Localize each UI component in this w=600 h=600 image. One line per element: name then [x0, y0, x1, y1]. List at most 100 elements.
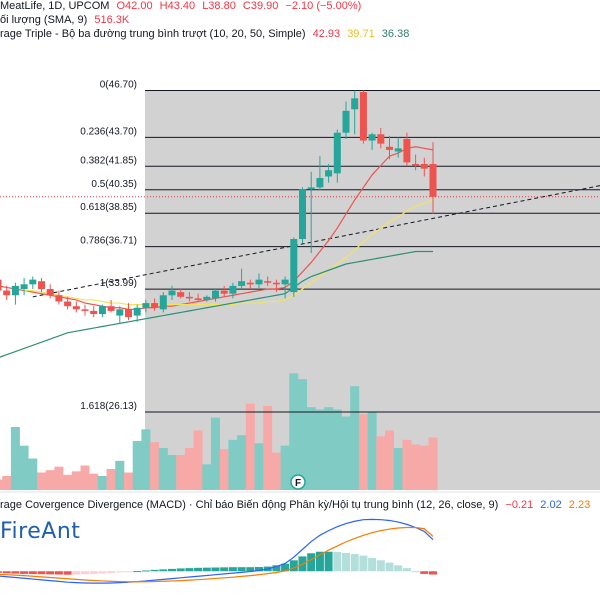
volume-bar: [115, 460, 125, 490]
candle-body: [159, 295, 167, 310]
volume-bar: [263, 406, 273, 490]
macd-line-value: 2.02: [540, 499, 562, 511]
volume-bar: [385, 430, 394, 490]
volume-bar: [97, 476, 107, 490]
ma10-value: 42.93: [312, 28, 341, 40]
macd-histogram-bar: [124, 571, 133, 573]
macd-histogram-bar: [255, 567, 263, 572]
macd-histogram-bar: [0, 571, 2, 573]
volume-bar: [324, 407, 334, 490]
candle-body: [272, 282, 280, 285]
candle-body: [29, 279, 37, 285]
macd-histogram-bar: [220, 567, 229, 572]
candle-body: [46, 289, 54, 296]
volume-bar: [0, 479, 3, 490]
macd-histogram-bar: [202, 567, 211, 572]
macd-histogram-bar: [98, 571, 107, 574]
candle-body: [420, 163, 428, 169]
candle-body: [386, 146, 393, 150]
open-value: O42.00: [116, 0, 153, 12]
macd-histogram-bar: [194, 567, 203, 572]
macd-histogram-bar: [63, 571, 72, 575]
volume-bar: [350, 386, 360, 490]
header-ohlc: MeatLife, 1D, UPCOM O42.00 H43.40 L38.80…: [0, 0, 365, 12]
candle-body: [394, 148, 402, 152]
volume-bar: [358, 414, 368, 490]
fib-label: 0.786(36.71): [80, 236, 137, 247]
volume-bar: [89, 473, 99, 490]
candle-body: [255, 279, 263, 285]
macd-histogram-bar: [246, 567, 255, 572]
symbol-name: MeatLife, 1D, UPCOM: [0, 0, 110, 12]
volume-bar: [428, 437, 438, 490]
candle-body: [90, 310, 98, 315]
candle-body: [220, 290, 228, 294]
candle-body: [116, 309, 124, 316]
candle-body: [107, 306, 115, 311]
event-marker-icon: [290, 474, 306, 490]
volume-bar: [280, 445, 290, 490]
macd-signal-line: [0, 526, 434, 583]
macd-histogram-bar: [237, 567, 246, 572]
fib-label: 0.618(38.85): [80, 202, 137, 213]
volume-bar: [211, 417, 220, 490]
volume-bar: [28, 458, 38, 490]
candle-body: [325, 170, 333, 177]
candle-body: [238, 281, 246, 286]
macd-histogram-bar: [324, 551, 333, 572]
ma-line-ma50: [0, 250, 433, 358]
header-macd: rage Covergence Divergence (MACD) · Chỉ …: [0, 499, 594, 511]
volume-bar: [315, 409, 325, 490]
volume-bar: [19, 445, 29, 490]
volume-bar: [419, 445, 429, 490]
candle-body: [151, 303, 159, 308]
volume-bar: [237, 435, 247, 490]
candle-body: [429, 163, 437, 197]
ma-line-ma20: [24, 199, 434, 306]
candle-body: [81, 309, 89, 311]
candle-body: [11, 285, 19, 296]
candle-body: [333, 132, 341, 174]
candle-body: [168, 290, 176, 296]
candle-body: [342, 110, 350, 133]
volume-bar: [184, 448, 194, 490]
macd-label: rage Covergence Divergence (MACD) · Chỉ …: [0, 499, 499, 511]
candle-body: [290, 238, 298, 293]
event-marker-label: F: [295, 478, 301, 489]
fib-label: 0(46.70): [100, 80, 137, 91]
fib-label: 0.5(40.35): [91, 179, 137, 190]
candle-body: [125, 309, 132, 318]
macd-histogram-bar: [342, 552, 350, 572]
fib-label: 0.236(43.70): [80, 126, 137, 137]
macd-histogram-bar: [420, 571, 429, 574]
fib-label: 0.382(41.85): [80, 155, 137, 166]
ma50-value: 36.38: [381, 28, 410, 40]
macd-line: [0, 518, 434, 584]
macd-histogram-bar: [350, 554, 359, 572]
volume-bar: [228, 439, 238, 490]
candle-body: [142, 303, 150, 308]
volume-bar: [254, 443, 264, 490]
candle-body: [64, 301, 72, 307]
volume-bar: [71, 471, 81, 490]
macd-histogram-bar: [359, 555, 368, 572]
volume-bar: [402, 439, 412, 490]
candle-body: [264, 281, 272, 283]
volume-bar: [54, 466, 64, 490]
macd-histogram-bar: [402, 568, 411, 572]
candle-body: [246, 282, 254, 285]
candle-body: [403, 138, 411, 163]
candle-body: [412, 163, 420, 166]
macd-histogram-bar: [28, 571, 37, 575]
macd-histogram-bar: [54, 571, 63, 575]
volume-bar: [124, 472, 133, 490]
macd-histogram-bar: [46, 571, 55, 575]
macd-histogram-bar: [289, 560, 298, 572]
macd-histogram-bar: [141, 570, 150, 572]
fib-label: 1.618(26.13): [80, 401, 137, 412]
candle-body: [133, 307, 141, 316]
macd-histogram-bar: [150, 569, 159, 572]
volume-bar: [271, 452, 281, 490]
macd-signal-value: 2.23: [568, 499, 591, 511]
